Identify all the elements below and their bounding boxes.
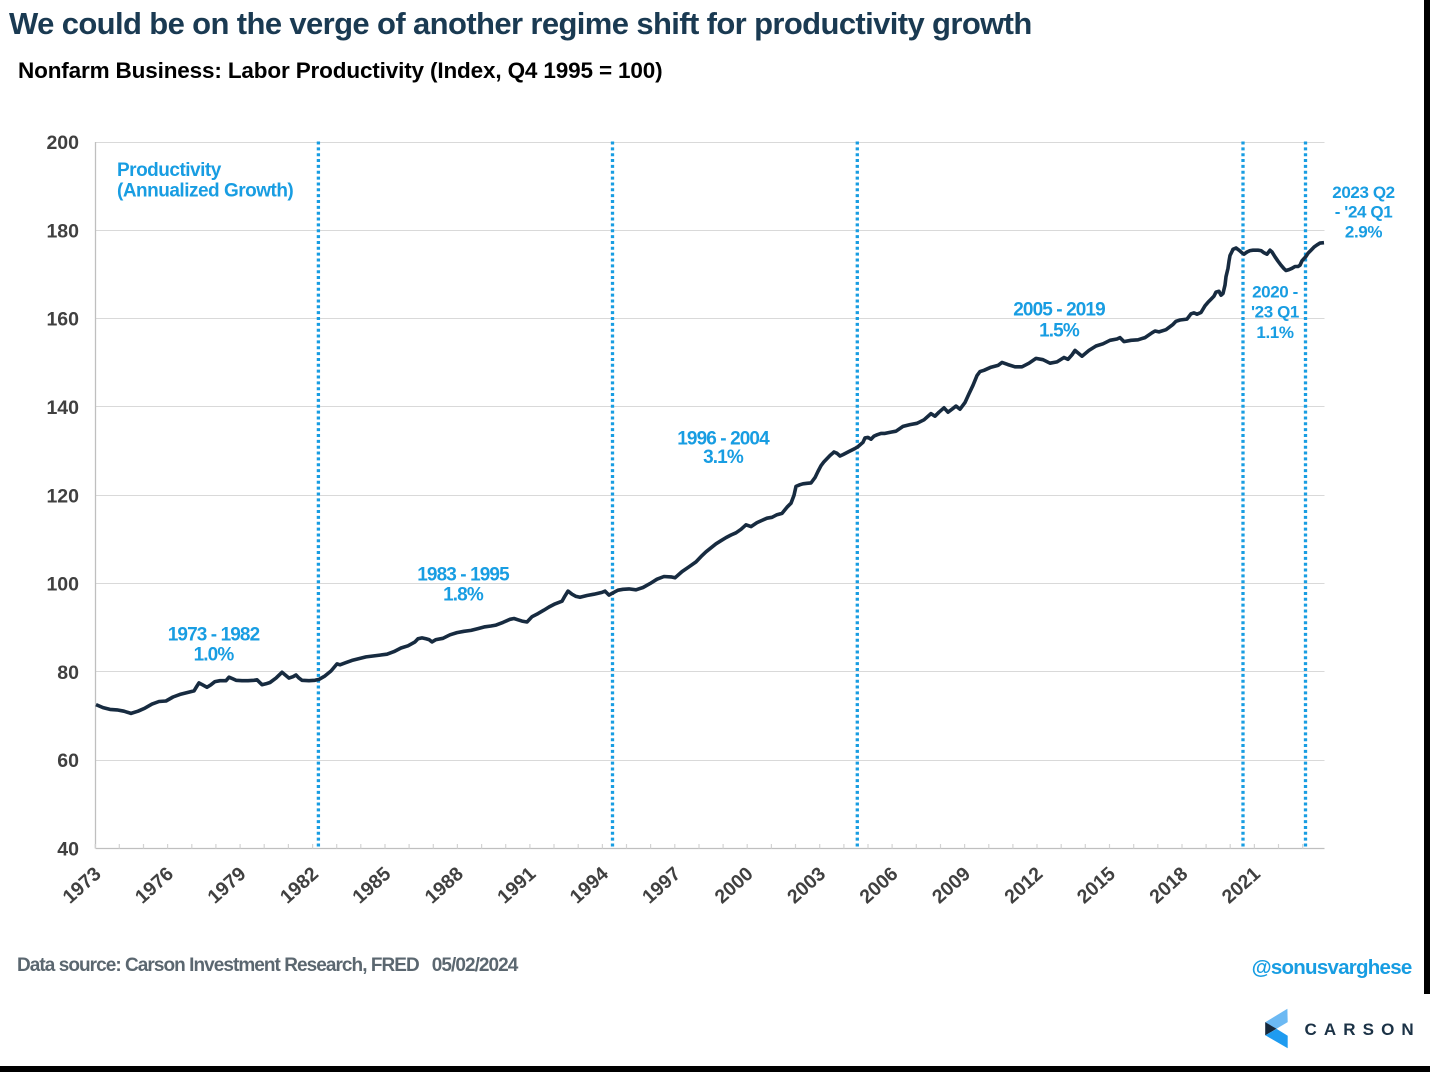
svg-text:@sonusvarghese: @sonusvarghese bbox=[1252, 956, 1412, 979]
svg-text:160: 160 bbox=[46, 309, 79, 331]
svg-text:40: 40 bbox=[57, 839, 79, 861]
svg-text:140: 140 bbox=[46, 397, 79, 419]
svg-text:200: 200 bbox=[46, 132, 79, 154]
svg-text:1983 - 1995: 1983 - 1995 bbox=[417, 564, 510, 585]
svg-text:180: 180 bbox=[46, 220, 79, 242]
svg-text:1996 - 2004: 1996 - 2004 bbox=[677, 428, 770, 449]
svg-text:'23 Q1: '23 Q1 bbox=[1251, 302, 1299, 321]
svg-text:100: 100 bbox=[46, 574, 79, 596]
svg-text:3.1%: 3.1% bbox=[703, 447, 744, 468]
svg-text:- '24 Q1: - '24 Q1 bbox=[1335, 203, 1393, 222]
svg-text:60: 60 bbox=[57, 750, 79, 772]
svg-text:80: 80 bbox=[57, 662, 79, 684]
svg-text:1.5%: 1.5% bbox=[1039, 320, 1080, 341]
svg-text:2005 - 2019: 2005 - 2019 bbox=[1013, 300, 1105, 321]
svg-text:1.1%: 1.1% bbox=[1256, 323, 1293, 342]
svg-text:2023 Q2: 2023 Q2 bbox=[1332, 183, 1394, 202]
svg-text:2020 -: 2020 - bbox=[1252, 283, 1298, 302]
svg-text:1.0%: 1.0% bbox=[194, 644, 235, 665]
svg-text:120: 120 bbox=[46, 485, 79, 507]
svg-text:CARSON: CARSON bbox=[1305, 1020, 1421, 1039]
svg-text:Data source: Carson Investment: Data source: Carson Investment Research,… bbox=[17, 955, 519, 976]
svg-text:1.8%: 1.8% bbox=[443, 585, 484, 606]
svg-text:(Annualized Growth): (Annualized Growth) bbox=[117, 180, 293, 201]
svg-text:1973 - 1982: 1973 - 1982 bbox=[168, 625, 260, 646]
svg-text:2.9%: 2.9% bbox=[1345, 223, 1382, 242]
svg-text:Productivity: Productivity bbox=[117, 160, 222, 181]
